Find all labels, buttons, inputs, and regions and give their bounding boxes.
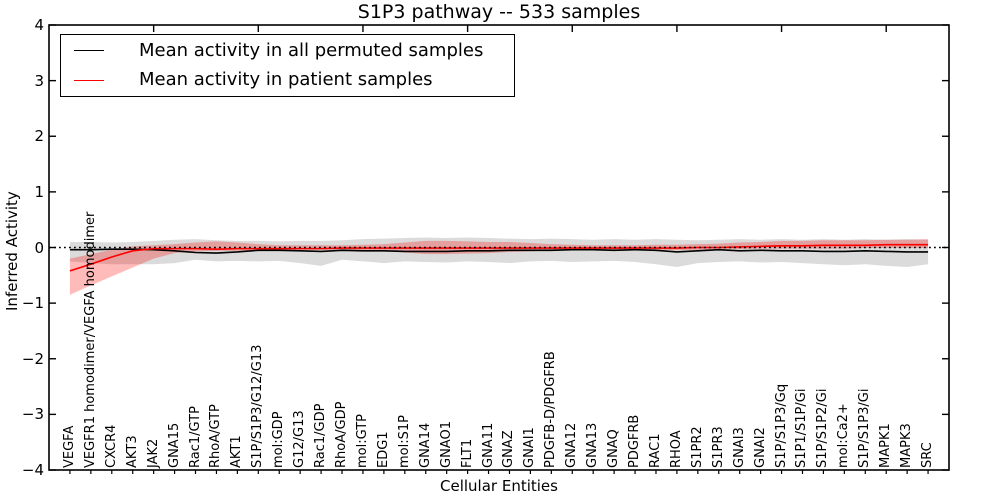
x-category-label: PDGFB-D/PDGFRB [543,351,559,468]
x-category-label: PDGFRB [627,414,643,468]
permuted-mean-line [69,248,929,254]
legend-entry-patient: Mean activity in patient samples [61,66,514,94]
x-category-label: GNAI1 [522,427,538,468]
x-category-label: GNA11 [480,422,496,468]
x-category-label: GNAZ [501,430,517,468]
x-category-label: RhoA/GTP [208,404,224,468]
y-tick-label: 3 [34,71,44,90]
x-category-label: MAPK3 [899,423,915,468]
legend-line-sample-black [74,50,104,52]
x-category-label: VEGFA [61,425,77,468]
x-category-label: GNA13 [585,422,601,468]
x-category-label: SRC [920,442,936,468]
legend-line-sample-red [74,79,104,81]
x-category-label: GNAO1 [438,421,454,468]
y-tick-label: −2 [21,349,44,368]
permuted-confidence-band [69,237,929,267]
y-tick-label: 2 [34,127,44,146]
x-category-label: GNA12 [564,422,580,468]
y-tick-label: 1 [34,182,44,201]
chart-title: S1P3 pathway -- 533 samples [357,1,641,23]
x-category-label: GNA14 [417,422,433,468]
x-category-label: mol:GTP [354,414,370,468]
x-category-label: mol:GDP [271,411,287,468]
x-category-label: G12/G13 [292,410,308,468]
x-category-label: RAC1 [647,433,663,468]
y-tick-label: −4 [21,461,44,479]
x-category-label: GNAI3 [731,427,747,468]
x-category-label: S1P/S1P3/G12/G13 [250,344,266,468]
x-category-label: GNAI2 [752,427,768,468]
x-category-label: S1P/S1P2/Gi [815,388,831,468]
x-category-label: VEGFR1 homodimer/VEGFA homodimer [82,211,98,468]
x-category-label: MAPK1 [878,423,894,468]
x-category-label: mol:S1P [396,415,412,468]
x-category-label: AKT1 [229,435,245,468]
y-tick-label: 4 [34,16,44,34]
x-category-label: Rac1/GDP [313,403,329,468]
y-tick-label: 0 [34,238,44,257]
x-category-label: AKT3 [124,435,140,468]
x-category-label: Rac1/GTP [187,406,203,468]
legend: Mean activity in all permuted samples Me… [60,34,515,97]
legend-entry-permuted: Mean activity in all permuted samples [61,37,514,65]
x-category-label: RHOA [668,430,684,468]
x-category-label: S1PR2 [689,426,705,468]
y-tick-label: −1 [21,294,44,313]
x-category-label: RhoA/GDP [334,401,350,468]
x-category-label: mol:Ca2+ [836,403,852,468]
x-category-label: S1P/S1P3/Gi [857,388,873,468]
x-category-label: S1P/S1P3/Gq [773,383,789,468]
y-tick-label: −3 [21,405,44,424]
legend-label: Mean activity in all permuted samples [139,39,484,61]
legend-label: Mean activity in patient samples [139,69,433,91]
x-category-label: S1P1/S1P/Gi [794,388,810,468]
x-category-label: JAK2 [145,438,161,468]
x-category-label: EDG1 [375,431,391,468]
x-category-label: GNAQ [606,429,622,468]
x-category-label: GNA15 [166,422,182,468]
x-category-label: FLT1 [459,438,475,468]
x-category-label: S1PR3 [710,426,726,468]
x-axis-label: Cellular Entities [440,477,558,495]
x-category-label: CXCR4 [103,424,119,468]
